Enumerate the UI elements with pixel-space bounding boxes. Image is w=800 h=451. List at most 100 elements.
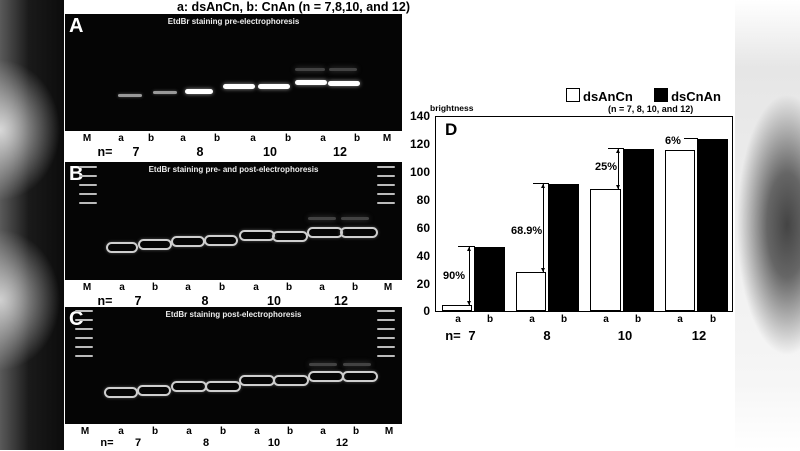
lane-label: a: [250, 133, 256, 144]
panel-letter-a: A: [69, 15, 84, 37]
lane-label: M: [383, 282, 393, 293]
gel-title-c: EtdBr staining post-electrophoresis: [165, 310, 302, 319]
band-7a: [106, 242, 138, 253]
n-value: 12: [333, 145, 347, 159]
ref-line-8: [533, 183, 549, 184]
band-12a-upper: [295, 68, 325, 71]
lane-label: M: [82, 282, 92, 293]
ref-line-10: [608, 148, 624, 149]
right-background: [735, 0, 800, 450]
gel-panel-a: A EtdBr staining pre-electrophoresis: [65, 14, 402, 131]
x-category: 7: [468, 328, 476, 343]
legend-label-dscnan: dsCnAn: [671, 89, 721, 104]
n-value: 8: [201, 294, 209, 308]
band-8b: [185, 89, 213, 94]
lane-label: a: [319, 282, 325, 293]
band-12b: [340, 227, 378, 238]
panel-letter-d: D: [445, 120, 458, 139]
n-value: 10: [267, 294, 281, 308]
lane-label: b: [286, 426, 294, 437]
marker-ladder-right: [377, 166, 395, 211]
bar-8a: [516, 272, 546, 311]
band-12b: [328, 81, 360, 86]
band-7b: [138, 239, 172, 250]
band-7b: [137, 385, 171, 396]
band-12a-upper: [308, 217, 336, 220]
band-8a: [153, 91, 177, 94]
band-8b: [205, 381, 241, 392]
legend-caption: a: dsAnCn, b: CnAn (n = 7,8,10, and 12): [176, 0, 410, 14]
n-value: 7: [132, 145, 140, 159]
bar-10b: [623, 149, 654, 311]
x-sub-label: a: [677, 314, 683, 325]
lane-label: a: [253, 282, 259, 293]
y-tick: 100: [409, 165, 430, 179]
lane-label: a: [118, 133, 124, 144]
diff-arrow-10: [616, 149, 620, 189]
y-tick: 60: [416, 221, 430, 235]
y-tick: 140: [409, 109, 430, 123]
bar-7a: [442, 305, 472, 311]
lane-label: M: [382, 133, 392, 144]
diff-label-7: 90%: [443, 270, 466, 282]
y-tick: 120: [409, 137, 430, 151]
n-value: 10: [267, 437, 281, 449]
bar-8b: [548, 184, 579, 311]
y-tick: 20: [416, 277, 430, 291]
band-10b: [272, 231, 308, 242]
bar-chart-plot: D 90% 68.9% 25% 6%: [435, 116, 733, 312]
band-10a: [239, 375, 275, 386]
x-sub-label: b: [634, 314, 642, 325]
legend-swatch-open: [566, 88, 580, 102]
lane-label: b: [213, 133, 221, 144]
n-prefix: n=: [97, 145, 113, 159]
lane-label: a: [180, 133, 186, 144]
gel-panel-c: C EtdBr staining post-electrophoresis: [65, 307, 402, 424]
n-value: 7: [134, 294, 142, 308]
band-12b-upper: [341, 217, 369, 220]
x-sub-label: b: [709, 314, 717, 325]
lane-label: M: [384, 426, 394, 437]
n-labels-a: n= 7 8 10 12: [65, 145, 402, 159]
band-7a: [104, 387, 138, 398]
lane-label: b: [353, 133, 361, 144]
band-12b: [342, 371, 378, 382]
band-12a: [308, 371, 344, 382]
lane-labels-c: M a b a b a b a b M: [65, 426, 402, 440]
lane-label: a: [186, 426, 192, 437]
chart-legend: dsAnCn dsCnAn (n = 7, 8, 10, and 12): [566, 88, 721, 114]
band-10a: [223, 84, 255, 89]
band-10b: [273, 375, 309, 386]
band-8a: [171, 381, 207, 392]
x-category: 12: [691, 328, 707, 343]
lane-label: b: [352, 426, 360, 437]
lane-label: b: [284, 133, 292, 144]
n-value: 10: [263, 145, 277, 159]
band-7b: [118, 94, 142, 97]
diff-label-10: 25%: [595, 161, 618, 173]
band-12a: [307, 227, 343, 238]
band-8a: [171, 236, 205, 247]
bar-12b: [697, 139, 728, 311]
lane-label: a: [254, 426, 260, 437]
lane-label: b: [147, 133, 155, 144]
diff-arrow-7: [467, 247, 471, 305]
bar-12a: [665, 150, 695, 311]
lane-label: a: [185, 282, 191, 293]
left-background: [0, 0, 64, 450]
band-10b: [258, 84, 290, 89]
x-category: 8: [543, 328, 551, 343]
lane-label: b: [218, 282, 226, 293]
lane-label: a: [118, 426, 124, 437]
band-12a: [295, 80, 327, 85]
y-tick: 0: [423, 304, 430, 318]
ref-line-7: [458, 246, 475, 247]
lane-label: b: [285, 282, 293, 293]
gel-title-b: EtdBr staining pre- and post-electrophor…: [148, 165, 319, 174]
lane-label: b: [151, 282, 159, 293]
x-n-prefix: n=: [445, 328, 461, 343]
gel-title-a: EtdBr staining pre-electrophoresis: [167, 17, 300, 26]
y-tick: 40: [416, 249, 430, 263]
x-category: 10: [617, 328, 633, 343]
legend-label-dsancn: dsAnCn: [583, 89, 633, 104]
